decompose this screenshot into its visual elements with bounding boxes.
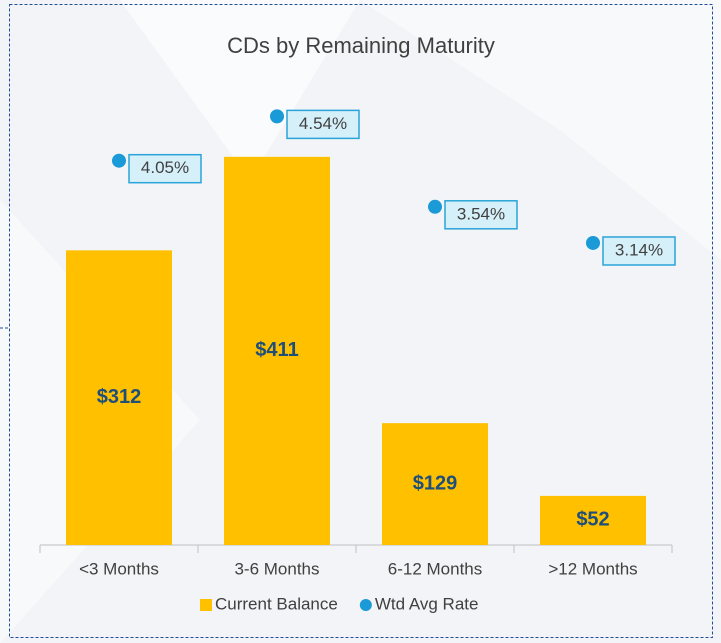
legend-swatch — [359, 599, 372, 611]
legend-swatch — [200, 599, 212, 611]
rate-value-label: 3.54% — [457, 204, 505, 223]
bar-value-label: $411 — [255, 339, 298, 361]
rate-label-box — [128, 153, 202, 184]
rate-dot — [428, 199, 442, 214]
rate-value-label: 4.05% — [141, 158, 189, 177]
x-tick-label: <3 Months — [79, 559, 159, 578]
rate-value-label: 3.14% — [615, 240, 663, 259]
x-tick-label: 3-6 Months — [234, 559, 319, 578]
legend-label: Wtd Avg Rate — [375, 594, 479, 613]
bar — [224, 156, 330, 546]
bg-shape — [120, 0, 360, 180]
bar — [66, 250, 172, 546]
bar — [540, 495, 646, 545]
x-tick-label: 6-12 Months — [388, 559, 483, 578]
chart-border — [9, 4, 713, 638]
rate-dot — [586, 235, 600, 250]
bar-value-label: $312 — [97, 386, 142, 408]
rate-label-box — [444, 200, 518, 230]
rate-dot — [270, 109, 284, 124]
legend-label: Current Balance — [215, 594, 338, 613]
rate-label-box — [286, 109, 360, 140]
rate-value-label: 4.54% — [299, 114, 347, 133]
rate-dot — [112, 153, 126, 168]
bar-value-label: $129 — [413, 472, 458, 494]
bar — [382, 423, 488, 545]
rate-label-box — [602, 236, 676, 266]
bar-value-label: $52 — [576, 509, 609, 531]
x-tick-label: >12 Months — [548, 559, 637, 578]
chart-title: CDs by Remaining Maturity — [227, 33, 495, 58]
bg-shape — [360, 0, 721, 260]
